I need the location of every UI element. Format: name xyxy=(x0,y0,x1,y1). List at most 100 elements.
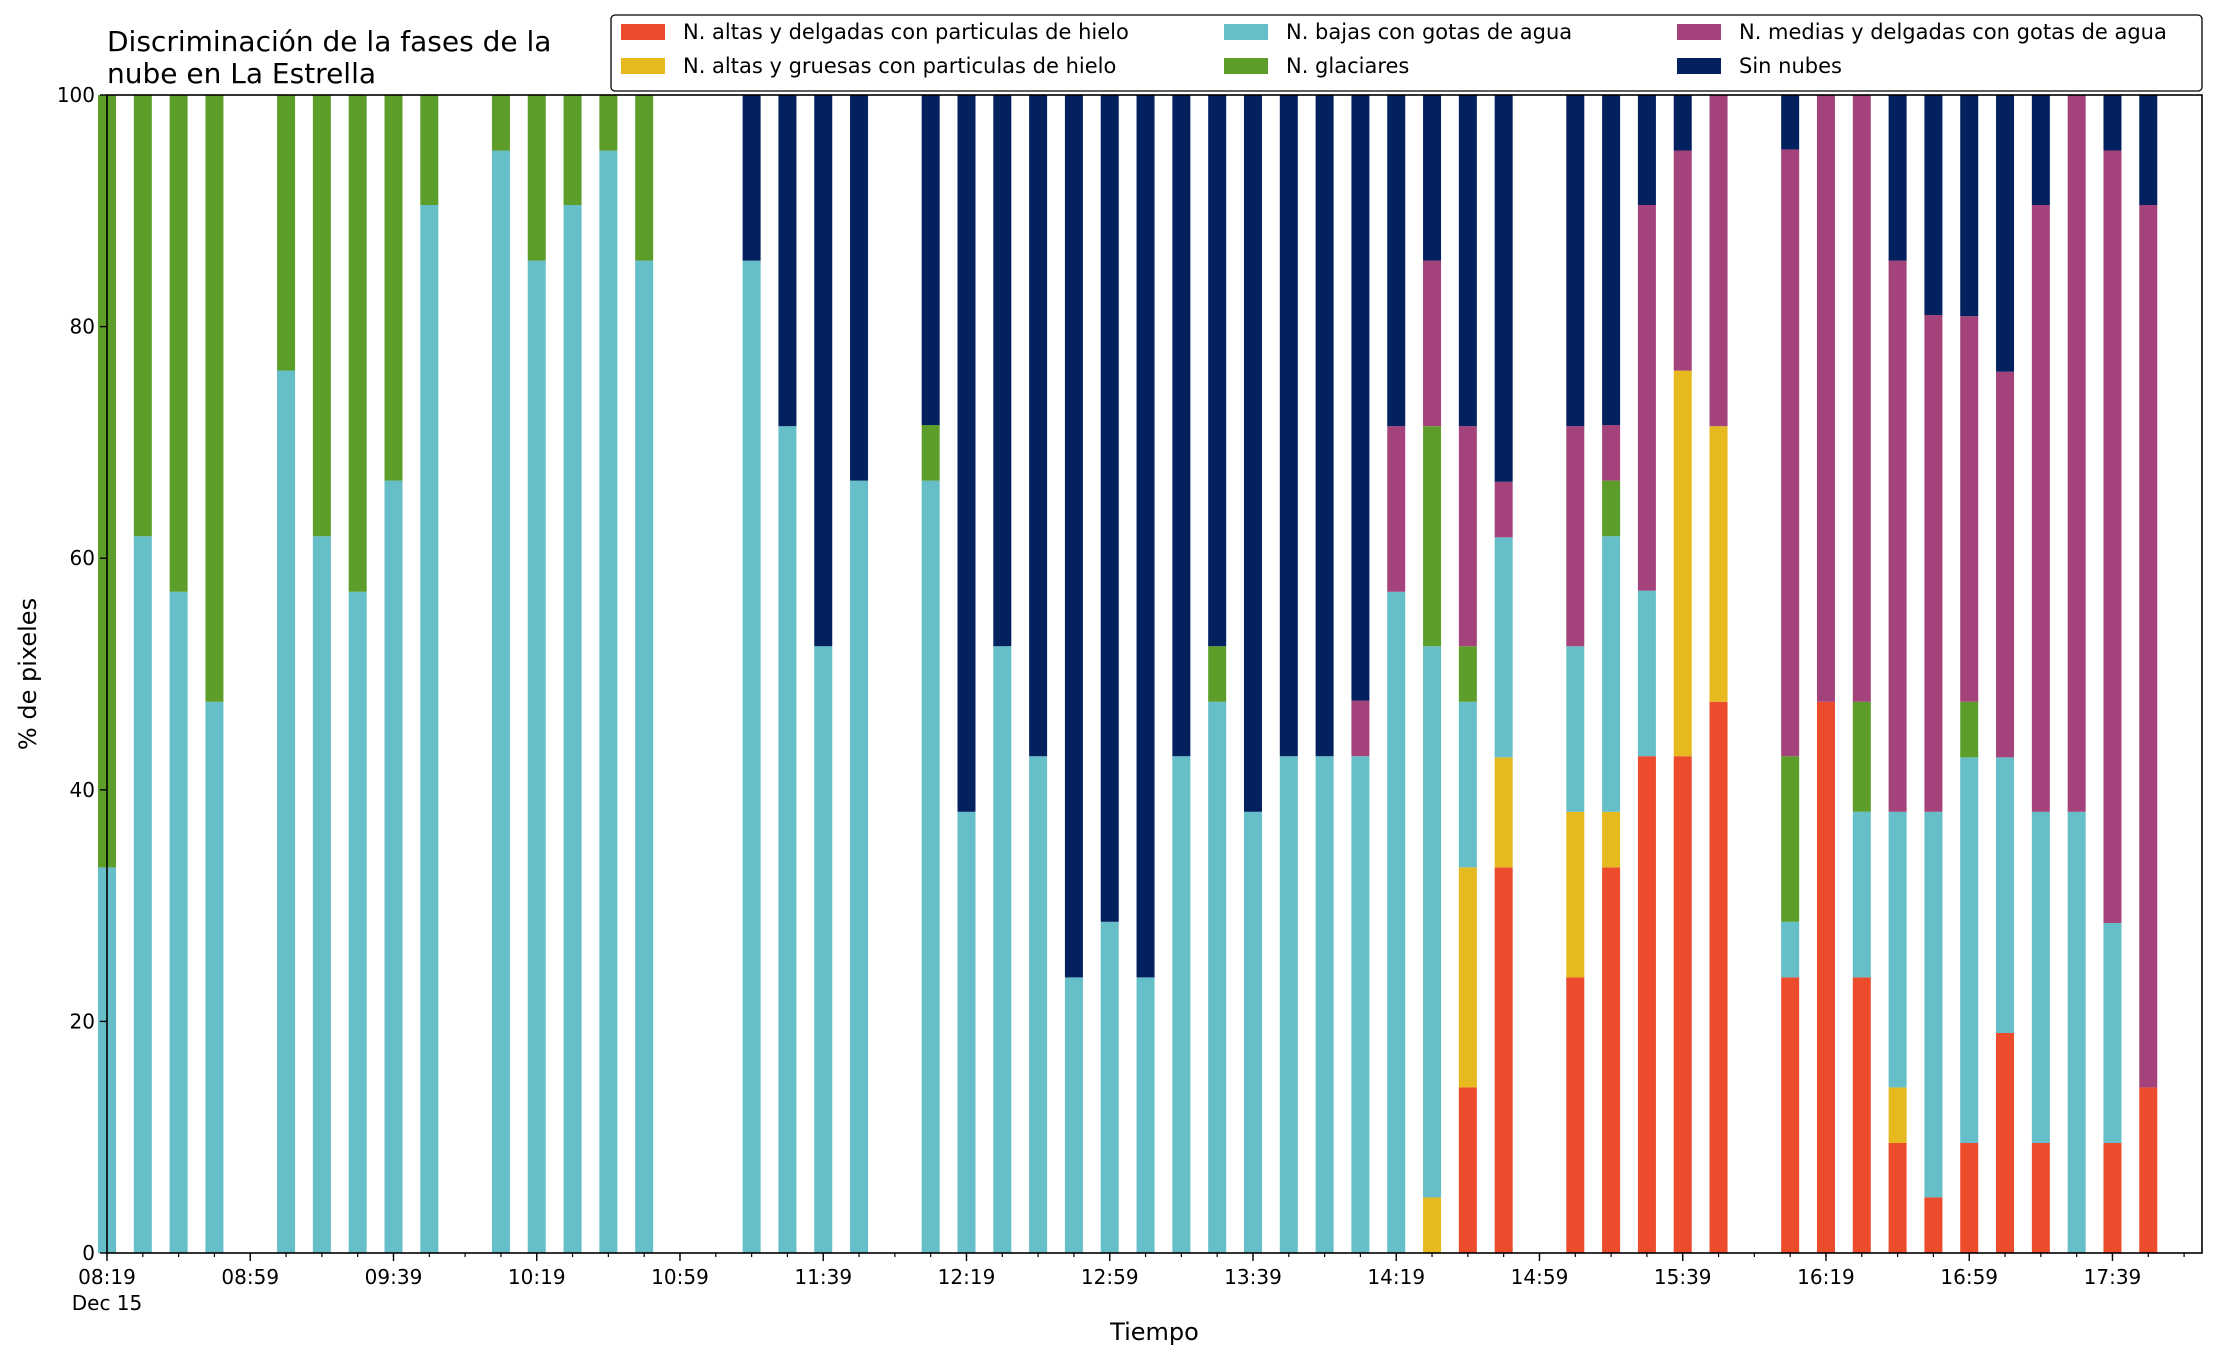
bar-segment-1509-s0 xyxy=(1566,977,1585,1253)
x-tick-label: 10:19 xyxy=(508,1265,566,1289)
bar-segment-1519-s1 xyxy=(1602,811,1621,868)
bar-segment-1259-s5 xyxy=(1100,95,1119,922)
bar-segment-0909-s3 xyxy=(277,95,296,371)
bar-segment-1549-s4 xyxy=(1709,95,1728,427)
bar-segment-1549-s1 xyxy=(1709,426,1728,702)
bar-segment-1229-s5 xyxy=(993,95,1012,647)
bar-segment-1009-s3 xyxy=(491,95,510,151)
bar-segment-1519-s0 xyxy=(1602,867,1621,1253)
y-tick-label: 20 xyxy=(70,1009,95,1033)
bar-segment-0929-s2 xyxy=(348,591,367,1253)
bar-segment-1439-s1 xyxy=(1458,867,1477,1088)
x-tick-label: 10:59 xyxy=(651,1265,709,1289)
bar-segment-1139-s2 xyxy=(814,646,833,1253)
legend-label-3: N. glaciares xyxy=(1286,54,1409,78)
legend-swatch-5 xyxy=(1677,58,1721,74)
bar-segment-1509-s1 xyxy=(1566,811,1585,978)
x-tick-label: 17:39 xyxy=(2084,1265,2142,1289)
chart-title-line-2: nube en La Estrella xyxy=(107,57,376,90)
bar-segment-1359-s5 xyxy=(1315,95,1334,757)
bar-segment-1549-s0 xyxy=(1709,701,1728,1253)
bar-segment-1449-s2 xyxy=(1494,537,1513,758)
bar-segment-1049-s3 xyxy=(635,95,654,261)
bar-segment-1429-s2 xyxy=(1423,646,1442,1198)
bar-segment-1429-s1 xyxy=(1423,1197,1442,1253)
bar-segment-1509-s4 xyxy=(1566,426,1585,647)
bar-segment-1729-s2 xyxy=(2067,811,2086,1253)
legend-swatch-1 xyxy=(621,58,665,74)
bar-segment-1339-s5 xyxy=(1243,95,1262,812)
bar-segment-1319-s5 xyxy=(1172,95,1191,757)
bar-segment-0839-s2 xyxy=(169,591,188,1253)
bar-segment-1209-s5 xyxy=(921,95,940,426)
y-tick-label: 0 xyxy=(82,1241,95,1265)
bar-segment-1629-s4 xyxy=(1852,95,1871,702)
bar-segment-1019-s3 xyxy=(527,95,546,261)
bar-segment-1639-s5 xyxy=(1888,95,1907,261)
bar-segment-1719-s0 xyxy=(2031,1142,2050,1253)
bar-segment-1329-s3 xyxy=(1208,646,1227,702)
bar-segment-0829-s3 xyxy=(133,95,152,537)
bar-segment-1219-s5 xyxy=(957,95,976,812)
bar-segment-1659-s3 xyxy=(1960,701,1979,758)
y-tick-label: 100 xyxy=(57,83,95,107)
x-tick-label: 14:59 xyxy=(1511,1265,1569,1289)
legend-label-0: N. altas y delgadas con particulas de hi… xyxy=(683,20,1129,44)
bar-segment-1609-s0 xyxy=(1781,977,1800,1253)
bar-segment-1039-s3 xyxy=(599,95,618,151)
bar-segment-1539-s5 xyxy=(1673,95,1692,151)
x-tick-label: 15:39 xyxy=(1654,1265,1712,1289)
bar-segment-1239-s2 xyxy=(1029,756,1048,1253)
bar-segment-1639-s4 xyxy=(1888,260,1907,812)
bar-segment-1449-s5 xyxy=(1494,95,1513,482)
bar-segment-1339-s2 xyxy=(1243,811,1262,1253)
x-tick-label: 16:19 xyxy=(1797,1265,1855,1289)
legend-label-4: N. medias y delgadas con gotas de agua xyxy=(1739,20,2167,44)
bar-segment-1409-s2 xyxy=(1351,756,1370,1253)
bar-segment-1309-s5 xyxy=(1136,95,1155,978)
bar-segment-1229-s2 xyxy=(993,646,1012,1253)
bar-segment-1529-s0 xyxy=(1637,756,1656,1253)
chart-title-line-1: Discriminación de la fases de la xyxy=(107,25,551,58)
bar-segment-1309-s2 xyxy=(1136,977,1155,1253)
bar-segment-1639-s1 xyxy=(1888,1087,1907,1143)
bar-segment-1539-s1 xyxy=(1673,370,1692,757)
y-tick-label: 40 xyxy=(70,778,95,802)
bar-segment-1639-s2 xyxy=(1888,811,1907,1088)
x-tick-label: 12:59 xyxy=(1081,1265,1139,1289)
x-tick-label: 16:59 xyxy=(1940,1265,1998,1289)
x-tick-label: 08:19 xyxy=(78,1265,136,1289)
x-date-label: Dec 15 xyxy=(72,1291,143,1315)
bar-segment-0919-s2 xyxy=(312,536,331,1253)
bar-segment-1209-s2 xyxy=(921,480,940,1253)
bar-segment-1739-s5 xyxy=(2103,95,2122,151)
bar-segment-1519-s2 xyxy=(1602,536,1621,812)
bar-segment-1029-s3 xyxy=(563,95,582,206)
bar-segment-1449-s4 xyxy=(1494,481,1513,538)
bar-segment-1149-s2 xyxy=(850,480,869,1253)
bar-segment-1629-s0 xyxy=(1852,977,1871,1253)
bar-segment-1629-s3 xyxy=(1852,701,1871,812)
bar-segment-0839-s3 xyxy=(169,95,188,592)
bar-segment-1259-s2 xyxy=(1100,921,1119,1253)
bar-segment-1419-s4 xyxy=(1387,426,1406,592)
bar-segment-1149-s5 xyxy=(850,95,869,481)
legend-box xyxy=(610,14,2203,92)
legend-label-1: N. altas y gruesas con particulas de hie… xyxy=(683,54,1116,78)
x-tick-label: 12:19 xyxy=(938,1265,996,1289)
bar-segment-1649-s2 xyxy=(1924,811,1943,1198)
bar-segment-1329-s5 xyxy=(1208,95,1227,647)
bar-segment-1649-s5 xyxy=(1924,95,1943,316)
bar-segment-0909-s2 xyxy=(277,370,296,1254)
bar-segment-1139-s5 xyxy=(814,95,833,647)
bar-segment-1119-s2 xyxy=(742,260,761,1254)
bar-segment-1539-s0 xyxy=(1673,756,1692,1253)
legend: N. altas y delgadas con particulas de hi… xyxy=(610,14,2203,92)
bar-segment-1449-s0 xyxy=(1494,867,1513,1253)
x-axis-label: Tiempo xyxy=(1109,1318,1199,1346)
bar-segment-1049-s2 xyxy=(635,260,654,1254)
bar-segment-1509-s2 xyxy=(1566,646,1585,812)
bar-segment-1619-s4 xyxy=(1816,95,1835,702)
bar-segment-0849-s2 xyxy=(205,701,224,1253)
x-tick-label: 09:39 xyxy=(365,1265,423,1289)
